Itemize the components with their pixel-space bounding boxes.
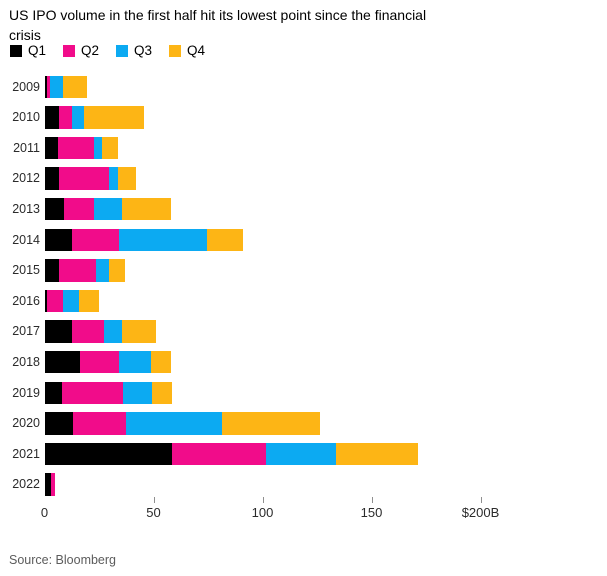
legend-label-q3: Q3 (134, 43, 153, 58)
bar-segment-2012-q1 (44, 167, 59, 190)
x-tick-200 (480, 497, 482, 503)
bar-segment-2016-q1 (44, 289, 47, 313)
bar-segment-2019-q2 (61, 381, 123, 404)
bar-segment-2010-q1 (44, 106, 59, 129)
bar-segment-2015-q3 (95, 259, 109, 282)
x-tick-label-150: 150 (360, 505, 383, 520)
bar-segment-2021-q4 (335, 442, 419, 466)
bar-segment-2018-q2 (80, 350, 119, 374)
year-label-2010: 2010 (12, 110, 40, 125)
bar-segment-2009-q3 (49, 75, 64, 98)
bar-segment-2017-q2 (71, 320, 105, 343)
year-label-2013: 2013 (12, 201, 40, 216)
legend-swatch-q2 (63, 44, 76, 57)
legend-item-q3: Q3 (116, 43, 152, 58)
chart-title-line2: crisis (9, 26, 41, 43)
bar-segment-2017-q1 (44, 320, 72, 343)
bar-segment-2013-q2 (64, 197, 94, 221)
bar-segment-2014-q3 (118, 228, 207, 251)
chart-title-line1: US IPO volume in the first half hit its … (9, 7, 427, 23)
year-label-2009: 2009 (12, 79, 40, 94)
year-label-2018: 2018 (12, 354, 40, 369)
legend-swatch-q3 (116, 44, 129, 57)
bar-segment-2015-q2 (58, 259, 96, 282)
bar-segment-2020-q3 (126, 412, 223, 435)
bar-segment-2015-q4 (108, 259, 126, 282)
bar-segment-2014-q1 (44, 228, 72, 251)
bar-segment-2021-q2 (172, 442, 266, 466)
bar-segment-2022-q2 (51, 473, 56, 496)
bar-segment-2015-q1 (44, 259, 59, 282)
x-tick-label-0: 0 (40, 505, 49, 520)
bar-segment-2021-q1 (44, 442, 173, 466)
x-tick-50 (153, 497, 155, 503)
bar-segment-2017-q4 (121, 320, 156, 343)
year-label-2016: 2016 (12, 293, 40, 308)
legend-item-q2: Q2 (63, 43, 99, 58)
bar-segment-2020-q1 (44, 412, 73, 435)
bar-segment-2019-q4 (152, 381, 173, 404)
bar-segment-2022-q1 (44, 473, 52, 496)
year-label-2011: 2011 (13, 140, 40, 155)
bar-segment-2011-q3 (93, 136, 103, 160)
legend-label-q1: Q1 (28, 43, 47, 58)
bar-segment-2021-q3 (265, 442, 336, 466)
bar-segment-2009-q4 (63, 75, 87, 98)
bar-segment-2010-q3 (71, 106, 84, 129)
bar-segment-2012-q3 (108, 167, 118, 190)
x-tick-150 (371, 497, 373, 503)
legend-item-q4: Q4 (169, 43, 205, 58)
bar-segment-2009-q2 (46, 75, 50, 98)
legend-swatch-q1 (10, 44, 22, 57)
legend-item-q1: Q1 (10, 43, 46, 58)
x-tick-100 (262, 497, 264, 503)
bar-segment-2014-q2 (71, 228, 119, 251)
bar-segment-2020-q4 (222, 412, 321, 435)
legend-label-q4: Q4 (187, 43, 206, 58)
bar-segment-2018-q4 (151, 350, 171, 374)
bar-segment-2018-q1 (44, 350, 81, 374)
bar-segment-2016-q2 (46, 289, 64, 313)
year-label-2020: 2020 (12, 416, 40, 431)
bar-segment-2012-q2 (58, 167, 109, 190)
bar-segment-2019-q3 (122, 381, 153, 404)
bar-segment-2011-q2 (57, 136, 94, 160)
bar-segment-2011-q1 (44, 136, 58, 160)
bar-segment-2018-q3 (118, 350, 152, 374)
legend-label-q2: Q2 (81, 43, 100, 58)
year-label-2017: 2017 (12, 324, 40, 339)
source-note: Source: Bloomberg (9, 553, 117, 567)
bar-segment-2019-q1 (44, 381, 62, 404)
x-tick-label-100: 100 (251, 505, 274, 520)
bar-segment-2011-q4 (102, 136, 118, 160)
bar-segment-2010-q2 (58, 106, 72, 129)
bar-segment-2009-q1 (44, 75, 47, 98)
bar-segment-2012-q4 (117, 167, 137, 190)
year-label-2021: 2021 (12, 446, 40, 461)
year-label-2012: 2012 (12, 171, 40, 186)
bar-segment-2016-q4 (79, 289, 99, 313)
bar-segment-2016-q3 (63, 289, 80, 313)
year-label-2014: 2014 (12, 232, 40, 247)
bar-segment-2013-q4 (121, 197, 171, 221)
chart-title: US IPO volume in the first half hit its … (9, 6, 584, 45)
bar-segment-2013-q1 (44, 197, 65, 221)
x-tick-label-50: 50 (146, 505, 161, 520)
legend: Q1 Q2 Q3 Q4 (10, 43, 222, 58)
bar-segment-2020-q2 (72, 412, 127, 435)
bar-segment-2010-q4 (83, 106, 144, 129)
year-label-2015: 2015 (12, 263, 40, 278)
x-tick-label-200: $200B (461, 505, 500, 520)
year-label-2022: 2022 (12, 477, 40, 492)
bar-segment-2013-q3 (93, 197, 122, 221)
bar-segment-2014-q4 (206, 228, 243, 251)
legend-swatch-q4 (169, 44, 182, 57)
year-label-2019: 2019 (12, 385, 40, 400)
bar-segment-2017-q3 (104, 320, 122, 343)
